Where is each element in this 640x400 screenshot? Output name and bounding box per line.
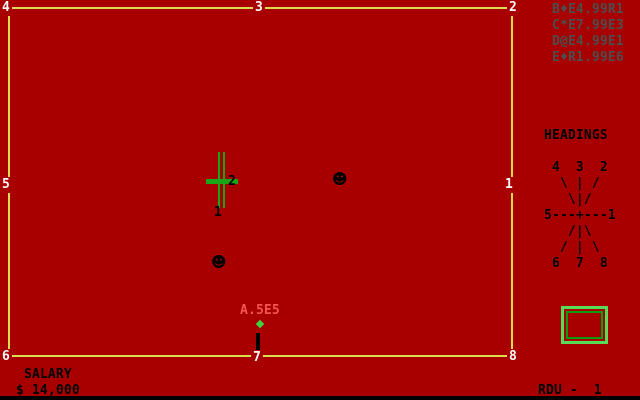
target-stick: [256, 333, 260, 350]
compass-row: \ | /: [544, 176, 600, 191]
border-number-5: 5: [0, 177, 12, 193]
compass-row: 5---+---1: [544, 208, 616, 223]
target-label: A.5E5: [240, 303, 280, 318]
player-cross-horizontal: [206, 179, 238, 184]
smiley-icon: ☻: [332, 170, 348, 188]
status-code-line: E♦R1.99E6: [552, 50, 624, 65]
compass-row: / | \: [544, 240, 600, 255]
status-code-line: B♦E4.99R1: [552, 2, 624, 17]
smiley-icon: ☻: [211, 253, 227, 271]
salary-label: SALARY: [24, 367, 72, 382]
border-number-3: 3: [253, 0, 265, 16]
rdu-counter: RDU - 1: [538, 383, 602, 398]
salary-value: $ 14,000: [16, 383, 80, 398]
border-number-7: 7: [251, 350, 263, 366]
compass-row: /|\: [544, 224, 592, 239]
headings-title: HEADINGS: [544, 128, 608, 143]
status-code-line: C*E7.99E3: [552, 18, 624, 33]
border-number-8: 8: [507, 349, 519, 365]
border-number-4: 4: [0, 0, 12, 16]
cross-label-2: 2: [228, 174, 236, 189]
compass-row: 4 3 2: [544, 160, 608, 175]
cross-label-1: 1: [214, 205, 222, 220]
green-indicator-box-inner: [566, 311, 603, 339]
border-number-6: 6: [0, 349, 12, 365]
border-number-1: 1: [503, 177, 515, 193]
compass-row: \|/: [544, 192, 592, 207]
green-indicator-box: [561, 306, 608, 344]
compass-row: 6 7 8: [544, 256, 608, 271]
bottom-black-bar: [0, 396, 640, 400]
border-number-2: 2: [507, 0, 519, 16]
status-code-line: D@E4.99E1: [552, 34, 624, 49]
